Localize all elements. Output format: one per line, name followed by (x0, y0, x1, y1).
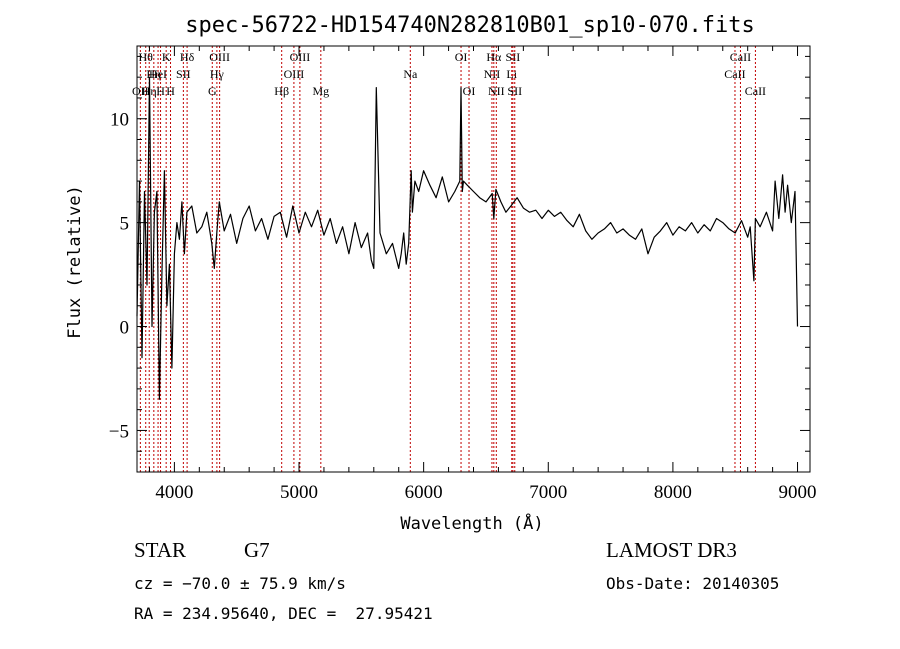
line-marker-label: H (156, 84, 165, 98)
line-marker-label: Hβ (274, 84, 289, 98)
x-tick-label: 5000 (280, 482, 318, 503)
plot-area (136, 45, 811, 473)
line-marker-label: SII (506, 50, 521, 64)
survey-name: LAMOST DR3 (606, 538, 737, 562)
line-marker-label: OIII (284, 67, 305, 81)
flux-series (136, 76, 799, 400)
y-tick-label: 10 (110, 110, 129, 131)
line-marker-label: Hα (486, 50, 502, 64)
x-tick-label: 8000 (654, 482, 692, 503)
line-marker-label: OIII (290, 50, 311, 64)
line-marker-label: NII (488, 84, 505, 98)
line-marker-label: H (166, 84, 175, 98)
line-marker-label: Na (403, 67, 418, 81)
y-tick-label: 5 (120, 214, 130, 235)
y-axis-label: Flux (relative) (65, 185, 85, 339)
line-marker-label: Hγ (210, 67, 225, 81)
line-marker-label: CaII (745, 84, 766, 98)
y-axis: −5 0 5 10 (109, 55, 810, 452)
spectral-subclass: G7 (244, 538, 270, 562)
line-marker-label: Hδ (180, 50, 195, 64)
line-marker-label: SII (176, 67, 191, 81)
x-tick-label: 9000 (779, 482, 817, 503)
redshift-value: cz = −70.0 ± 75.9 km/s (134, 574, 346, 593)
spectral-line-markers: OIIHθHηHηHeIHKHSIIHδGHγOIIIHβOIIIOIIIMgN… (132, 46, 766, 472)
object-class: STAR (134, 538, 186, 562)
sky-coordinates: RA = 234.95640, DEC = 27.95421 (134, 604, 433, 623)
line-marker-label: OI (455, 50, 468, 64)
plot-frame (136, 45, 811, 473)
line-marker-label: Li (506, 67, 517, 81)
observation-date: Obs-Date: 20140305 (606, 574, 780, 593)
line-marker-label: G (208, 84, 217, 98)
line-marker-label: K (162, 50, 171, 64)
line-marker-label: HeI (149, 67, 167, 81)
line-marker-label: OIII (209, 50, 230, 64)
line-marker-label: CaII (724, 67, 745, 81)
line-marker-label: OI (463, 84, 476, 98)
line-marker-label: NII (484, 67, 501, 81)
x-tick-label: 6000 (405, 482, 443, 503)
line-marker-label: CaII (730, 50, 751, 64)
y-tick-label: 0 (120, 318, 130, 339)
chart-title: spec-56722-HD154740N282810B01_sp10-070.f… (185, 13, 755, 38)
x-tick-label: 4000 (155, 482, 193, 503)
x-axis-label: Wavelength (Å) (400, 512, 543, 534)
x-tick-label: 7000 (529, 482, 567, 503)
line-marker-label: Mg (312, 84, 329, 98)
x-axis: 4000 5000 6000 7000 8000 9000 (148, 46, 817, 503)
line-marker-label: SII (507, 84, 522, 98)
line-marker-label: Hθ (139, 50, 154, 64)
line-marker-label: OII (132, 84, 149, 98)
y-tick-label: −5 (109, 421, 129, 442)
